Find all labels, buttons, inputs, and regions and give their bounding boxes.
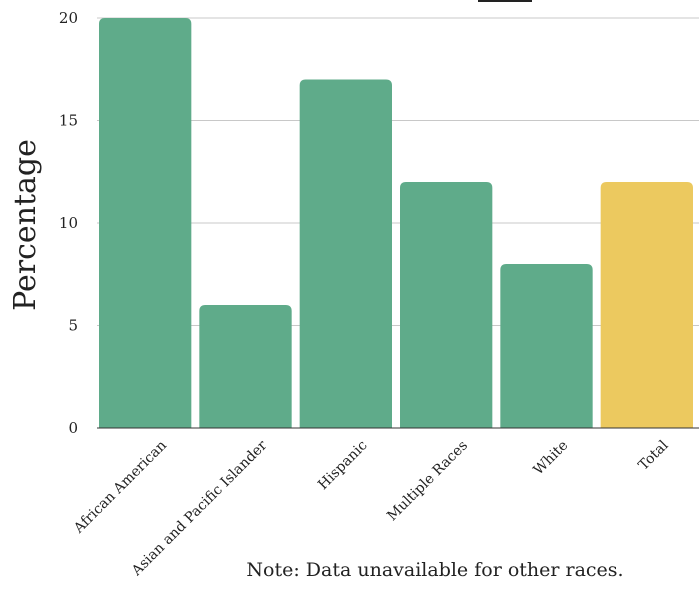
x-tick-label-hispanic: Hispanic	[315, 437, 371, 493]
y-axis-label: Percentage	[8, 139, 43, 311]
x-tick-label-white: White	[530, 438, 571, 479]
y-tick-label-20: 20	[59, 9, 78, 27]
bar-white	[500, 264, 593, 428]
axes	[97, 0, 699, 429]
y-tick-label-15: 15	[59, 112, 78, 130]
gridlines	[97, 17, 699, 326]
y-tick-label-10: 10	[59, 214, 78, 232]
x-tick-label-total: Total	[635, 437, 672, 474]
x-tick-label-african-american: African American	[70, 438, 170, 538]
bar-total	[600, 182, 693, 428]
bar-african-american	[99, 18, 192, 428]
x-tick-label-multiple-races: Multiple Races	[384, 438, 471, 525]
bar-multiple-races	[400, 182, 493, 428]
bar-hispanic	[299, 79, 392, 428]
bars	[99, 18, 693, 428]
y-tick-label-0: 0	[68, 419, 78, 437]
y-tick-label-5: 5	[68, 317, 78, 335]
chart-note: Note: Data unavailable for other races.	[246, 559, 623, 581]
bar-asian-and-pacific-islander	[199, 305, 292, 428]
